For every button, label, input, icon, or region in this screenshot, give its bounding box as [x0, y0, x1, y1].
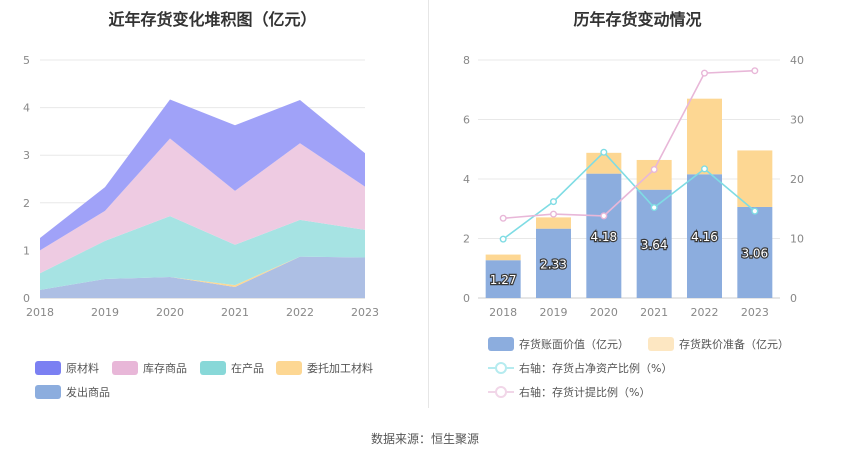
x-tick-label: 2020	[590, 306, 618, 319]
bar-segment	[687, 98, 722, 175]
y-right-tick-label: 10	[790, 233, 804, 246]
legend-swatch	[276, 361, 302, 375]
x-tick-label: 2023	[351, 306, 379, 319]
legend-label: 右轴：存货占净资产比例（%）	[519, 362, 673, 375]
area-series	[40, 216, 365, 290]
legend-item-book-value[interactable]: 存货账面价值（亿元）	[488, 336, 629, 352]
line-point	[701, 165, 709, 173]
bar-value-label: 4.16	[691, 230, 718, 244]
source-note: 数据来源：恒生聚源	[370, 432, 479, 446]
y-tick-label: 0	[23, 292, 30, 305]
legend-item-finished-goods[interactable]: 库存商品	[112, 360, 187, 376]
y-tick-label: 4	[23, 102, 30, 115]
legend-label: 委托加工材料	[307, 362, 373, 375]
x-tick-label: 2018	[489, 306, 517, 319]
bar-value-label: 3.64	[641, 238, 668, 252]
legend-item-impairment[interactable]: 存货跌价准备（亿元）	[648, 336, 789, 352]
line-point	[701, 69, 709, 77]
legend-swatch	[200, 361, 226, 375]
bar-segment	[485, 254, 521, 261]
bar-value-label: 2.33	[540, 257, 567, 271]
legend-item-consigned[interactable]: 委托加工材料	[276, 360, 373, 376]
line-point	[499, 235, 507, 243]
bar-value-label: 4.18	[590, 230, 617, 244]
line-point	[650, 165, 658, 173]
y-left-tick-label: 6	[463, 114, 470, 127]
line-point	[600, 212, 608, 220]
line-point	[600, 148, 608, 156]
y-right-tick-label: 30	[790, 114, 804, 127]
y-right-tick-label: 20	[790, 173, 804, 186]
y-right-tick-label: 40	[790, 54, 804, 67]
x-tick-label: 2018	[26, 306, 54, 319]
y-tick-label: 3	[23, 149, 30, 162]
bar-segment	[586, 173, 622, 298]
y-tick-label: 5	[23, 54, 30, 67]
bar-segment	[536, 228, 571, 298]
legend-label: 存货跌价准备（亿元）	[679, 338, 789, 351]
y-left-tick-label: 0	[463, 292, 470, 305]
legend-label: 在产品	[231, 362, 264, 375]
y-tick-label: 2	[23, 197, 30, 210]
legend-label: 原材料	[66, 362, 99, 375]
x-tick-label: 2021	[640, 306, 668, 319]
legend-item-wip[interactable]: 在产品	[200, 360, 264, 376]
area-series	[40, 138, 365, 274]
bar-segment	[586, 152, 622, 174]
legend-item-raw-material[interactable]: 原材料	[35, 360, 99, 376]
line-point	[751, 207, 759, 215]
left-chart-title: 近年存货变化堆积图（亿元）	[108, 10, 317, 29]
y-right-tick-label: 0	[790, 292, 797, 305]
x-tick-label: 2021	[221, 306, 249, 319]
line-point	[550, 198, 558, 206]
x-tick-label: 2019	[540, 306, 568, 319]
y-tick-label: 1	[23, 244, 30, 257]
line-series	[503, 69, 755, 220]
legend-item-ratio-net-assets[interactable]: 右轴：存货占净资产比例（%）	[488, 360, 672, 376]
line-point	[650, 204, 658, 212]
bar-value-label: 1.27	[490, 273, 517, 287]
legend-label: 库存商品	[143, 362, 187, 375]
legend-swatch	[488, 337, 514, 351]
y-left-tick-label: 8	[463, 54, 470, 67]
bar-segment	[687, 174, 722, 298]
legend-swatch	[35, 361, 61, 375]
legend-swatch	[35, 385, 61, 399]
legend-swatch	[112, 361, 138, 375]
y-left-tick-label: 4	[463, 173, 470, 186]
legend-swatch	[648, 337, 674, 351]
right-chart-title: 历年存货变动情况	[573, 10, 702, 29]
legend-label: 右轴：存货计提比例（%）	[519, 386, 651, 399]
legend-item-provision-ratio[interactable]: 右轴：存货计提比例（%）	[488, 384, 650, 400]
bar-segment	[737, 150, 773, 207]
line-point	[751, 67, 759, 75]
x-tick-label: 2019	[91, 306, 119, 319]
x-tick-label: 2023	[741, 306, 769, 319]
x-tick-label: 2020	[156, 306, 184, 319]
y-left-tick-label: 2	[463, 233, 470, 246]
legend-label: 存货账面价值（亿元）	[519, 338, 629, 351]
bar-segment	[536, 217, 571, 229]
bar-segment	[485, 260, 521, 298]
panel-divider	[428, 0, 429, 408]
legend-item-shipped[interactable]: 发出商品	[35, 384, 110, 400]
line-point	[550, 210, 558, 218]
area-series	[40, 256, 365, 298]
bar-segment	[737, 206, 773, 298]
legend-line-swatch	[488, 361, 514, 375]
line-point	[499, 214, 507, 222]
legend-label: 发出商品	[66, 386, 110, 399]
x-tick-label: 2022	[286, 306, 314, 319]
line-series	[502, 151, 756, 240]
bar-segment	[636, 159, 672, 190]
area-series	[40, 99, 365, 251]
x-tick-label: 2022	[691, 306, 719, 319]
bar-value-label: 3.06	[741, 246, 768, 260]
legend-line-swatch	[488, 385, 514, 399]
